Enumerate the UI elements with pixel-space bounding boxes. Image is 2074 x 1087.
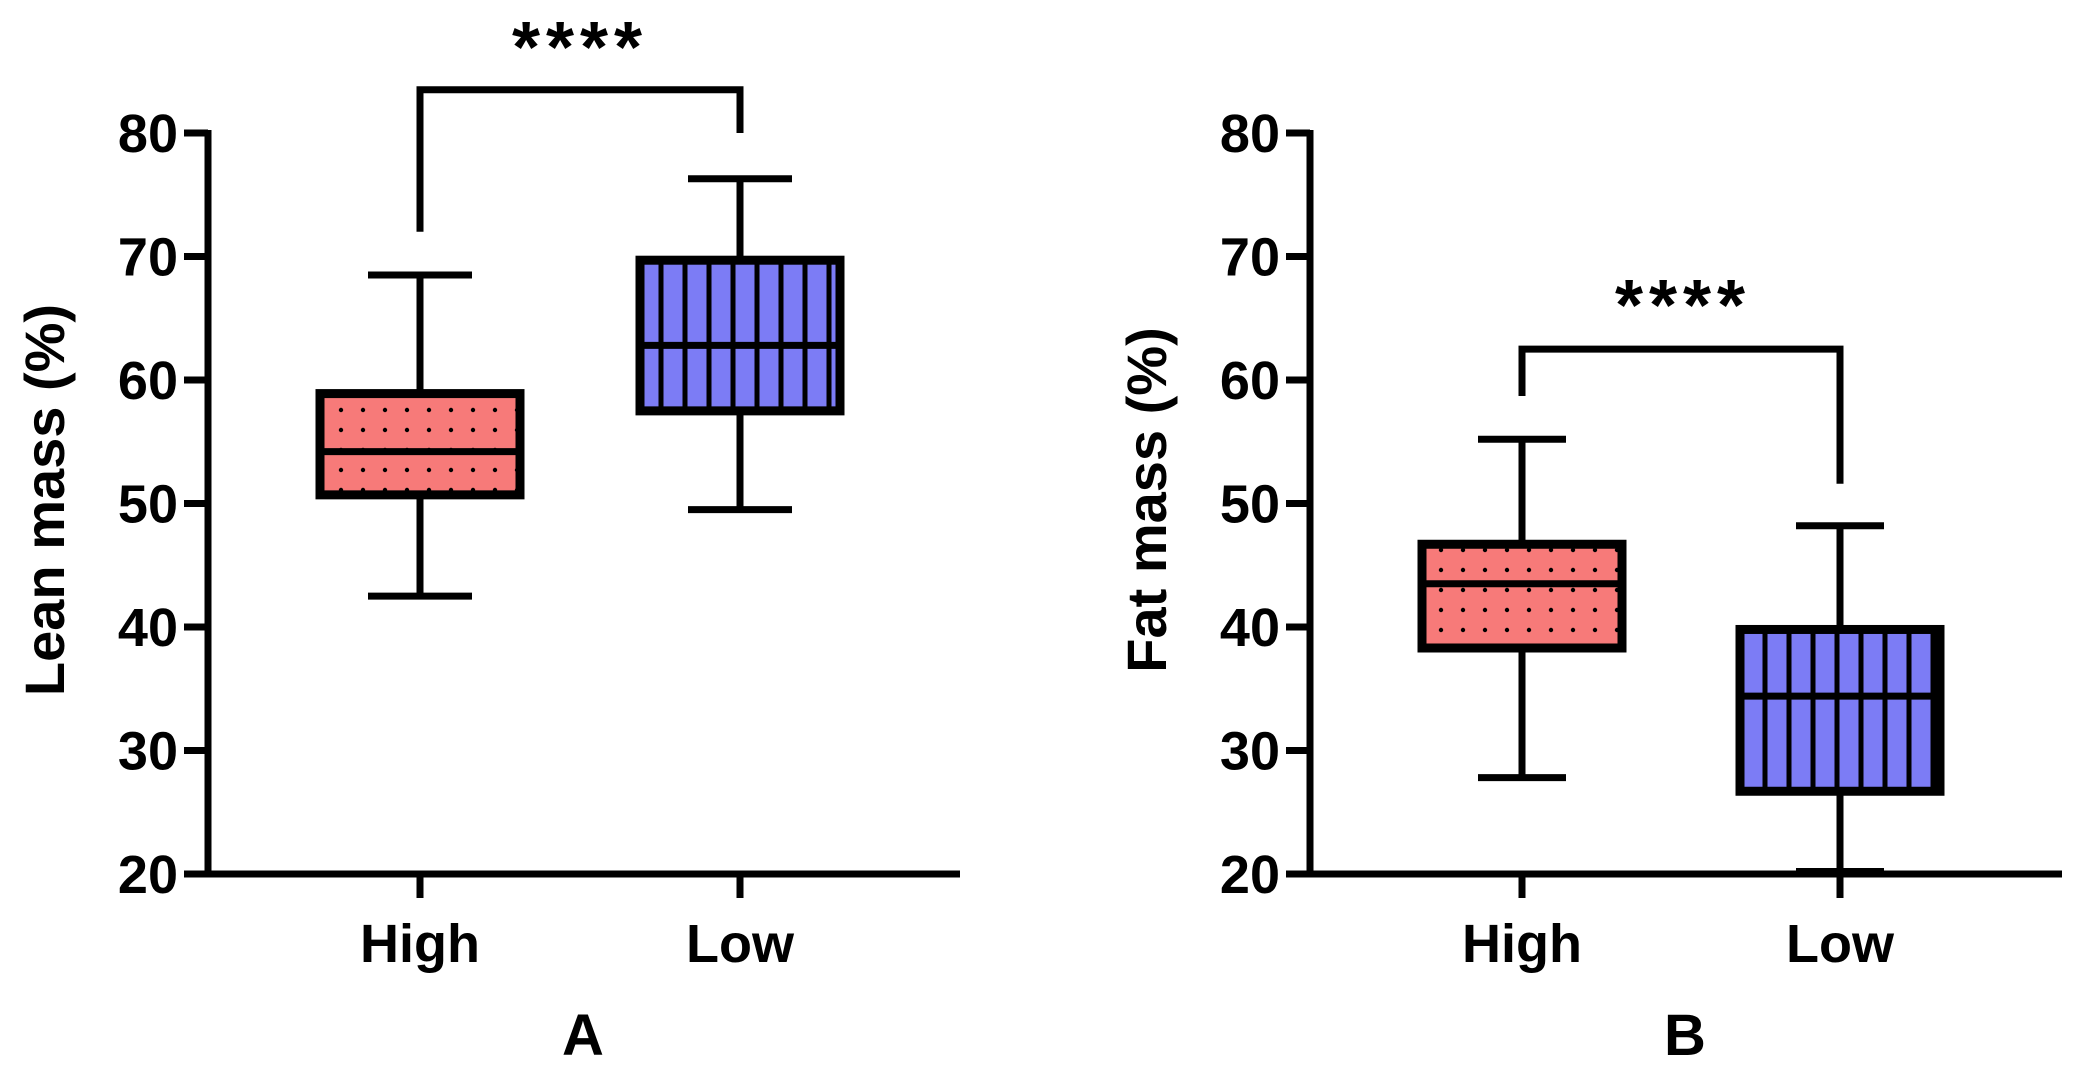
- y-tick-label-a-40: 40: [118, 598, 178, 658]
- x-tick-label-b-high: High: [1462, 914, 1582, 974]
- chart-panel-b: Fat mass (%) B **** High Low 20 30 40 50…: [1115, 104, 2062, 1068]
- y-axis-title-a: Lean mass (%): [13, 304, 76, 696]
- y-tick-label-a-30: 30: [118, 722, 178, 782]
- panel-label-a: A: [562, 1003, 604, 1068]
- x-tick-label-a-low: Low: [686, 914, 795, 974]
- significance-label-b: ****: [1615, 266, 1751, 346]
- significance-bracket-b: [1518, 345, 1844, 484]
- y-tick-label-b-70: 70: [1220, 228, 1280, 288]
- y-tick-label-a-80: 80: [118, 104, 178, 164]
- y-tick-label-b-40: 40: [1220, 598, 1280, 658]
- box-b-low: [1735, 624, 1945, 796]
- y-tick-label-b-20: 20: [1220, 845, 1280, 905]
- panel-label-b: B: [1664, 1003, 1706, 1068]
- chart-marks-b: [1286, 129, 2062, 898]
- box-a-low: [635, 255, 845, 416]
- y-tick-label-b-50: 50: [1220, 475, 1280, 535]
- box-a-high: [315, 389, 525, 500]
- y-tick-label-b-60: 60: [1220, 351, 1280, 411]
- significance-bracket-a: [416, 86, 744, 232]
- y-tick-label-a-70: 70: [118, 228, 178, 288]
- chart-panel-a: Lean mass (%) A **** High Low 20 30 40 5…: [13, 8, 960, 1068]
- x-tick-label-a-high: High: [360, 914, 480, 974]
- y-tick-labels-a: 20 30 40 50 60 70 80: [118, 104, 178, 905]
- x-tick-label-b-low: Low: [1786, 914, 1895, 974]
- y-tick-label-a-50: 50: [118, 475, 178, 535]
- chart-marks-a: [184, 86, 960, 898]
- significance-label-a: ****: [512, 8, 648, 88]
- box-b-high: [1417, 539, 1627, 653]
- y-tick-label-a-60: 60: [118, 351, 178, 411]
- y-axis-title-b: Fat mass (%): [1115, 327, 1178, 672]
- y-tick-label-b-80: 80: [1220, 104, 1280, 164]
- y-tick-labels-b: 20 30 40 50 60 70 80: [1220, 104, 1280, 905]
- y-tick-label-b-30: 30: [1220, 722, 1280, 782]
- y-tick-label-a-20: 20: [118, 845, 178, 905]
